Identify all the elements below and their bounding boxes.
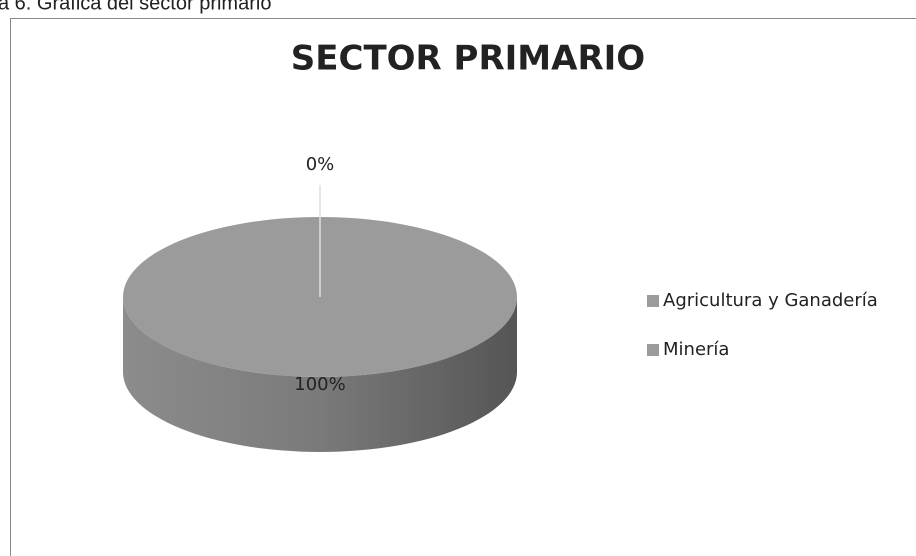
chart-title: SECTOR PRIMARIO: [291, 39, 645, 79]
legend-swatch: [647, 344, 659, 356]
legend-swatch: [647, 295, 659, 307]
data-label: 100%: [294, 374, 345, 395]
pie-side: [123, 297, 517, 452]
legend-label: Agricultura y Ganadería: [663, 290, 878, 311]
caption: a 6. Gráfica del sector primario: [0, 0, 271, 14]
data-label: 0%: [306, 154, 335, 175]
legend-label: Minería: [663, 339, 729, 360]
